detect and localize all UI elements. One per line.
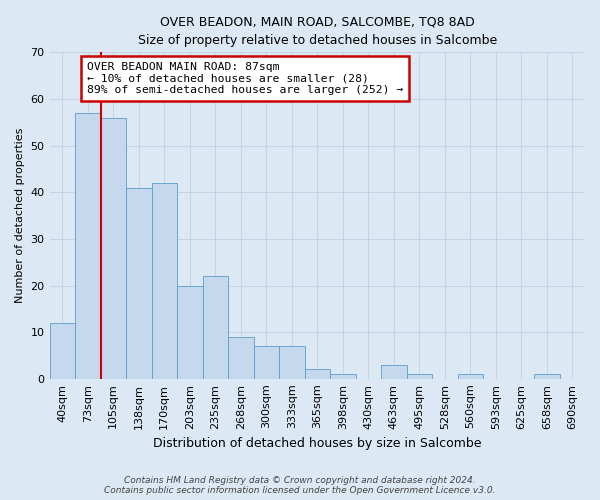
Bar <box>203 276 228 379</box>
Bar <box>101 118 126 379</box>
Bar <box>50 323 75 379</box>
X-axis label: Distribution of detached houses by size in Salcombe: Distribution of detached houses by size … <box>153 437 482 450</box>
Bar <box>228 337 254 379</box>
Bar <box>279 346 305 379</box>
Bar <box>75 113 101 379</box>
Text: Contains HM Land Registry data © Crown copyright and database right 2024.
Contai: Contains HM Land Registry data © Crown c… <box>104 476 496 495</box>
Y-axis label: Number of detached properties: Number of detached properties <box>15 128 25 304</box>
Bar <box>305 370 330 379</box>
Bar <box>330 374 356 379</box>
Bar <box>152 183 177 379</box>
Bar <box>254 346 279 379</box>
Bar <box>381 365 407 379</box>
Text: OVER BEADON MAIN ROAD: 87sqm
← 10% of detached houses are smaller (28)
89% of se: OVER BEADON MAIN ROAD: 87sqm ← 10% of de… <box>87 62 403 96</box>
Bar <box>407 374 432 379</box>
Bar <box>534 374 560 379</box>
Title: OVER BEADON, MAIN ROAD, SALCOMBE, TQ8 8AD
Size of property relative to detached : OVER BEADON, MAIN ROAD, SALCOMBE, TQ8 8A… <box>137 15 497 47</box>
Bar <box>177 286 203 379</box>
Bar <box>126 188 152 379</box>
Bar <box>458 374 483 379</box>
